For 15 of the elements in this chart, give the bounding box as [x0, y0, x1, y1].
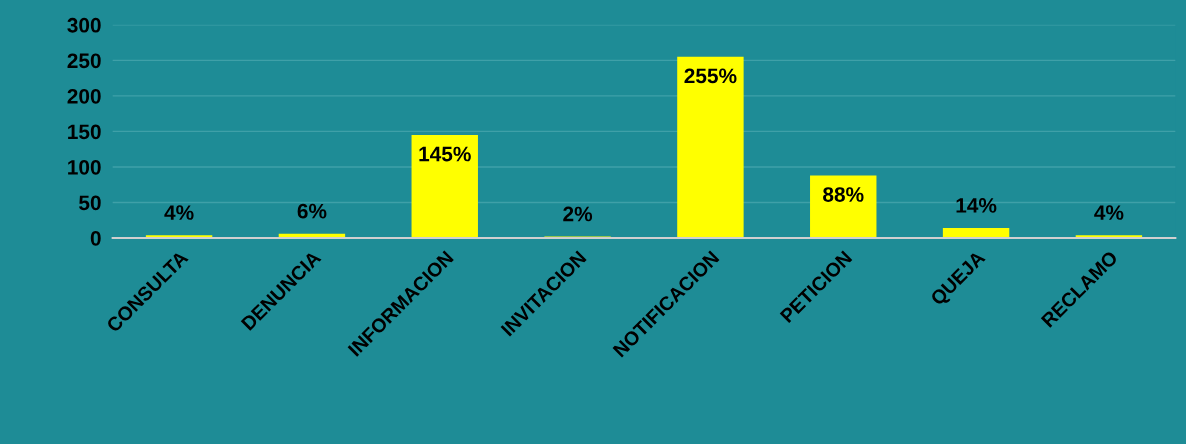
data-label: 4%: [1094, 205, 1124, 220]
data-label: 88%: [823, 187, 864, 202]
data-label: 2%: [563, 206, 593, 222]
data-label: 14%: [956, 198, 997, 213]
y-tick-label: 150: [68, 124, 101, 140]
y-tick-label: 0: [90, 230, 101, 246]
data-label: 6%: [297, 203, 327, 219]
y-tick-label: 100: [68, 159, 101, 175]
data-label: 4%: [164, 205, 194, 220]
y-tick-label: 50: [79, 195, 101, 211]
y-tick-label: 250: [67, 53, 101, 69]
y-tick-label: 200: [67, 88, 101, 104]
data-label: 145%: [419, 146, 471, 162]
data-label: 255%: [684, 68, 737, 84]
y-tick-label: 300: [67, 17, 101, 33]
